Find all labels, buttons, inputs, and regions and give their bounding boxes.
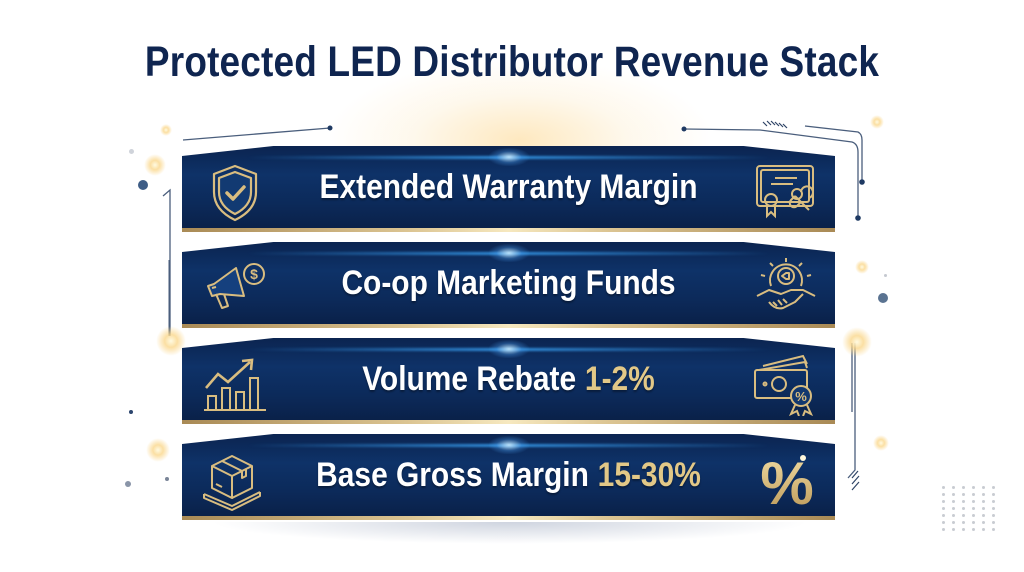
page-title: Protected LED Distributor Revenue Stack [144, 38, 880, 86]
layer-background [182, 146, 835, 228]
svg-text:$: $ [250, 266, 258, 282]
layer-title: Extended Warranty Margin [319, 167, 698, 206]
dot-grid-decoration [942, 486, 1002, 531]
sparkle [146, 438, 170, 462]
sparkle [144, 154, 166, 176]
gear-handshake-icon [751, 256, 821, 320]
layer-value: 15-30% [597, 455, 701, 494]
gold-divider [182, 420, 835, 424]
layer-title: Volume Rebate [362, 359, 577, 398]
stack-layer-coop-marketing: $ Co-op Marketing Funds [182, 234, 835, 330]
growth-chart-icon [200, 352, 270, 416]
sparkle [855, 260, 869, 274]
layer-label: Volume Rebate 1-2% [221, 338, 796, 420]
svg-text:%: % [795, 389, 807, 404]
stack-layer-volume-rebate: Volume Rebate 1-2% % [182, 330, 835, 426]
decor-dot [165, 477, 169, 481]
decor-dot [884, 274, 887, 277]
gold-divider [182, 324, 835, 328]
stack-layer-base-gross-margin: Base Gross Margin 15-30% % [182, 426, 835, 522]
layer-background [182, 242, 835, 324]
sparkle [156, 326, 186, 356]
cash-percent-badge-icon: % [751, 352, 821, 417]
gold-divider [182, 516, 835, 520]
percent-icon: % [751, 448, 821, 517]
certificate-wrench-icon [751, 160, 821, 224]
decor-dot [129, 410, 133, 414]
decor-dot [129, 149, 134, 154]
layer-title: Co-op Marketing Funds [341, 263, 676, 302]
layer-label: Extended Warranty Margin [221, 146, 796, 228]
sparkle [842, 327, 872, 357]
stack-shadow [210, 522, 810, 544]
layer-background [182, 338, 835, 420]
stack-layer-extended-warranty: Extended Warranty Margin [182, 138, 835, 234]
layer-title: Base Gross Margin [316, 455, 589, 494]
sparkle [873, 435, 889, 451]
revenue-stack: Extended Warranty Margin $ [182, 138, 835, 522]
layer-label: Co-op Marketing Funds [221, 242, 796, 324]
sparkle [870, 115, 884, 129]
layer-background [182, 434, 835, 516]
layer-label: Base Gross Margin 15-30% [221, 434, 796, 516]
megaphone-dollar-icon: $ [200, 256, 270, 320]
sparkle [160, 124, 172, 136]
layer-value: 1-2% [584, 359, 655, 398]
decor-dot [138, 180, 148, 190]
decor-dot [125, 481, 131, 487]
decor-dot [878, 293, 888, 303]
shield-check-icon [200, 160, 270, 224]
box-pallet-icon [200, 448, 270, 512]
gold-divider [182, 228, 835, 232]
svg-text:%: % [760, 450, 813, 512]
